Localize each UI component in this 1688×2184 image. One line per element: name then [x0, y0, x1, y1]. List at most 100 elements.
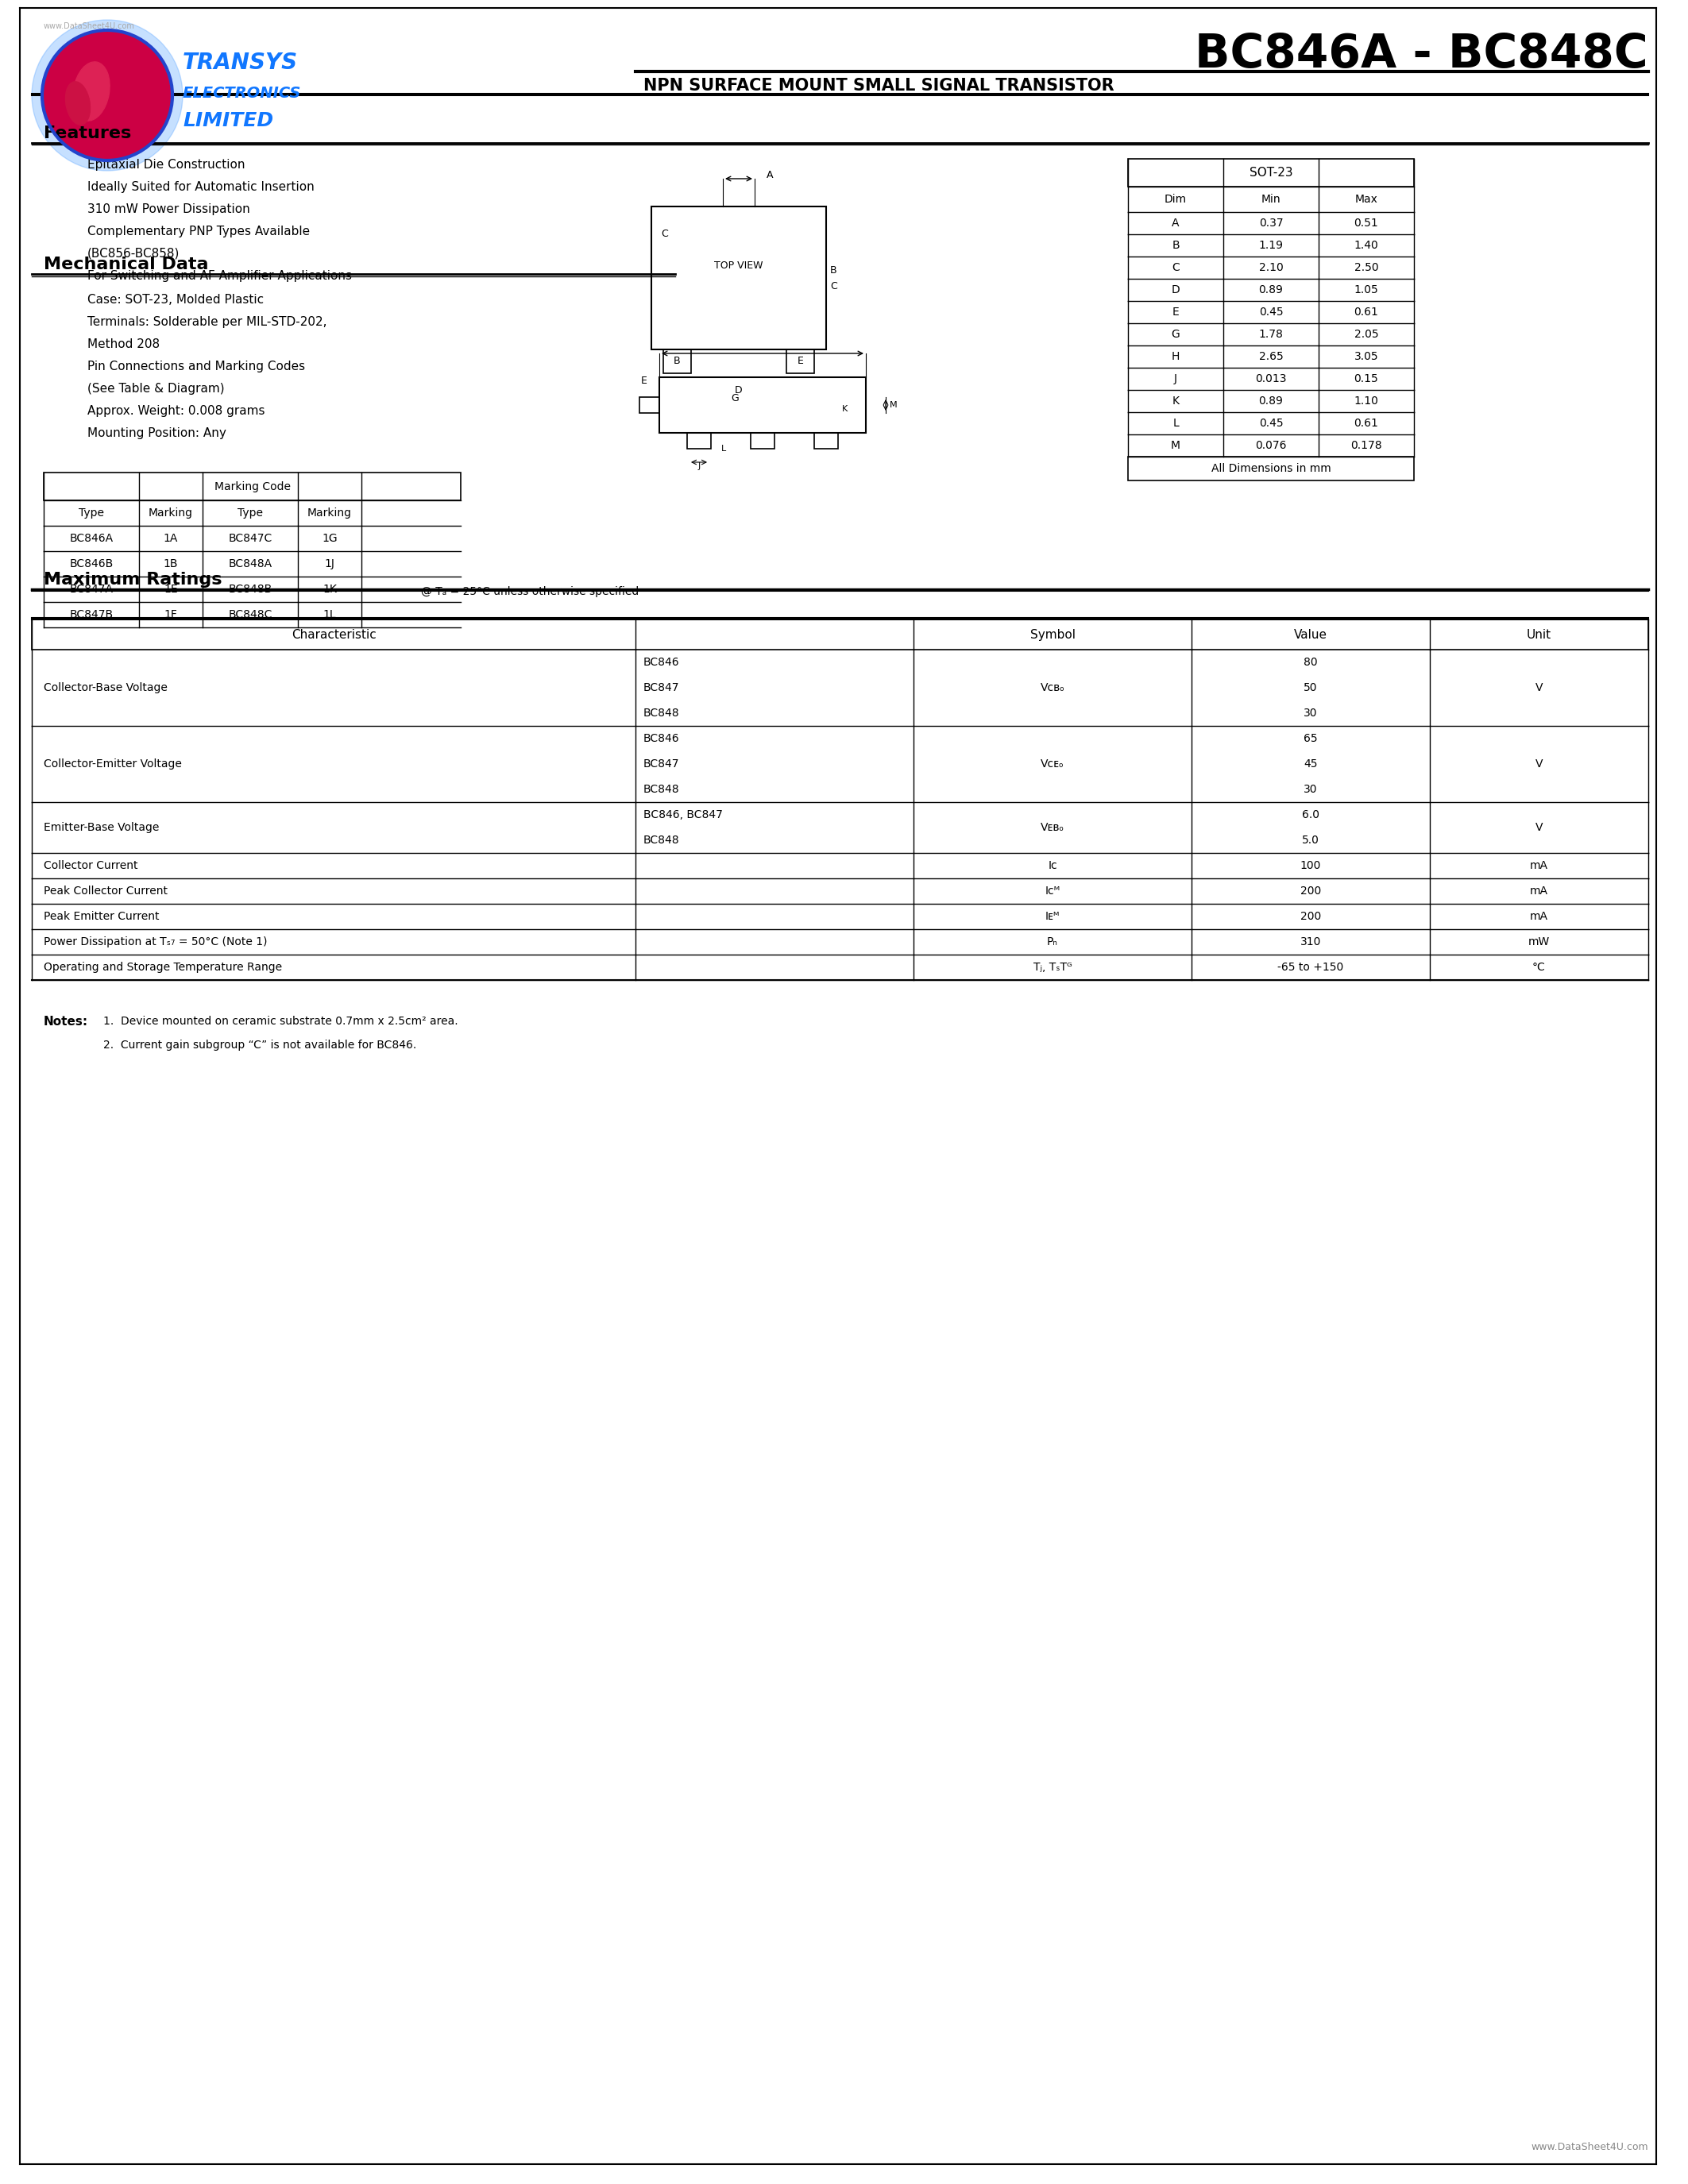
Text: (See Table & Diagram): (See Table & Diagram) [88, 382, 225, 395]
Text: Terminals: Solderable per MIL-STD-202,: Terminals: Solderable per MIL-STD-202, [88, 317, 327, 328]
Text: J: J [697, 463, 701, 470]
Text: Mounting Position: Any: Mounting Position: Any [88, 428, 226, 439]
Text: C: C [1171, 262, 1180, 273]
Text: BC846B: BC846B [69, 559, 113, 570]
Text: Notes:: Notes: [44, 1016, 88, 1029]
Text: Type: Type [238, 507, 263, 518]
Text: 0.37: 0.37 [1259, 218, 1283, 229]
Text: -65 to +150: -65 to +150 [1278, 961, 1344, 972]
Text: BC848: BC848 [643, 784, 680, 795]
Text: NPN SURFACE MOUNT SMALL SIGNAL TRANSISTOR: NPN SURFACE MOUNT SMALL SIGNAL TRANSISTO… [643, 79, 1114, 94]
Text: mA: mA [1529, 911, 1548, 922]
Bar [814, 432, 837, 448]
Text: BC848A: BC848A [228, 559, 272, 570]
Text: Characteristic: Characteristic [292, 629, 376, 640]
Text: A: A [1171, 218, 1180, 229]
Text: Peak Emitter Current: Peak Emitter Current [44, 911, 159, 922]
Text: 0.076: 0.076 [1256, 439, 1286, 452]
Text: Marking: Marking [149, 507, 192, 518]
Text: 6.0: 6.0 [1301, 810, 1320, 821]
Text: E: E [1171, 306, 1180, 317]
Text: 1.05: 1.05 [1354, 284, 1379, 295]
Text: BC846: BC846 [643, 657, 680, 668]
Text: 0.178: 0.178 [1350, 439, 1382, 452]
Text: 80: 80 [1303, 657, 1318, 668]
Text: 1.19: 1.19 [1259, 240, 1283, 251]
Text: 1.78: 1.78 [1259, 330, 1283, 341]
Text: B: B [830, 264, 837, 275]
Text: All Dimensions in mm: All Dimensions in mm [1210, 463, 1330, 474]
Text: B: B [1171, 240, 1180, 251]
Text: 1.40: 1.40 [1354, 240, 1379, 251]
Text: 65: 65 [1303, 734, 1318, 745]
Text: Type: Type [79, 507, 105, 518]
Text: Approx. Weight: 0.008 grams: Approx. Weight: 0.008 grams [88, 404, 265, 417]
Text: 0.61: 0.61 [1354, 306, 1379, 317]
Text: BC848C: BC848C [228, 609, 272, 620]
Text: BC847A: BC847A [69, 583, 113, 594]
Bar [640, 397, 660, 413]
Text: BC846A: BC846A [69, 533, 113, 544]
Text: Collector-Base Voltage: Collector-Base Voltage [44, 681, 167, 692]
Text: mA: mA [1529, 860, 1548, 871]
Text: Min: Min [1261, 194, 1281, 205]
Text: 0.013: 0.013 [1256, 373, 1286, 384]
Circle shape [32, 20, 182, 170]
Text: @ Tₐ = 25°C unless otherwise specified: @ Tₐ = 25°C unless otherwise specified [420, 585, 638, 596]
Text: V: V [1536, 821, 1543, 832]
Text: Ideally Suited for Automatic Insertion: Ideally Suited for Automatic Insertion [88, 181, 314, 192]
Text: L: L [721, 446, 726, 452]
Text: M: M [1171, 439, 1180, 452]
Text: Vᴄʙₒ: Vᴄʙₒ [1040, 681, 1065, 692]
Text: 45: 45 [1303, 758, 1318, 769]
Text: BC848B: BC848B [228, 583, 272, 594]
Text: K: K [842, 404, 847, 413]
Text: Marking Code: Marking Code [214, 480, 290, 491]
Text: 0.51: 0.51 [1354, 218, 1379, 229]
Bar [44, 472, 461, 500]
Text: 1J: 1J [324, 559, 334, 570]
Text: Unit: Unit [1526, 629, 1551, 640]
Bar [751, 432, 775, 448]
Text: Tⱼ, TₛTᴳ: Tⱼ, TₛTᴳ [1033, 961, 1072, 972]
Text: Collector-Emitter Voltage: Collector-Emitter Voltage [44, 758, 182, 769]
Text: Pₙ: Pₙ [1047, 937, 1058, 948]
Text: BC848: BC848 [643, 708, 680, 719]
Text: 1A: 1A [164, 533, 179, 544]
Text: 0.15: 0.15 [1354, 373, 1379, 384]
Text: (BC856-BC858): (BC856-BC858) [88, 247, 181, 260]
Text: TRANSYS: TRANSYS [182, 52, 299, 74]
Bar [687, 432, 711, 448]
Text: 2.05: 2.05 [1354, 330, 1379, 341]
Text: E: E [797, 356, 803, 367]
Text: 1.10: 1.10 [1354, 395, 1379, 406]
Text: BC846: BC846 [643, 734, 680, 745]
Text: BC847: BC847 [643, 681, 680, 692]
Text: Method 208: Method 208 [88, 339, 160, 349]
Text: Vᴄᴇₒ: Vᴄᴇₒ [1041, 758, 1065, 769]
Text: BC847B: BC847B [69, 609, 113, 620]
Bar [32, 620, 1647, 649]
Text: www.DataSheet4U.com: www.DataSheet4U.com [1531, 2143, 1647, 2151]
Bar [1128, 159, 1415, 186]
Text: 1L: 1L [322, 609, 336, 620]
Text: 200: 200 [1300, 885, 1322, 898]
Text: D: D [1171, 284, 1180, 295]
Text: Value: Value [1295, 629, 1327, 640]
Circle shape [44, 33, 170, 159]
Text: Operating and Storage Temperature Range: Operating and Storage Temperature Range [44, 961, 282, 972]
Text: 1E: 1E [164, 583, 177, 594]
Text: Collector Current: Collector Current [44, 860, 138, 871]
Text: 0.61: 0.61 [1354, 417, 1379, 428]
Text: 30: 30 [1303, 708, 1318, 719]
Text: 3.05: 3.05 [1354, 352, 1379, 363]
Ellipse shape [66, 81, 89, 124]
Text: mA: mA [1529, 885, 1548, 898]
Text: V: V [1536, 758, 1543, 769]
Text: J: J [1175, 373, 1177, 384]
Text: Mechanical Data: Mechanical Data [44, 256, 209, 273]
Text: V: V [1536, 681, 1543, 692]
Text: Emitter-Base Voltage: Emitter-Base Voltage [44, 821, 159, 832]
Text: BC846A - BC848C: BC846A - BC848C [1195, 33, 1647, 76]
Text: Iᴇᴹ: Iᴇᴹ [1045, 911, 1060, 922]
